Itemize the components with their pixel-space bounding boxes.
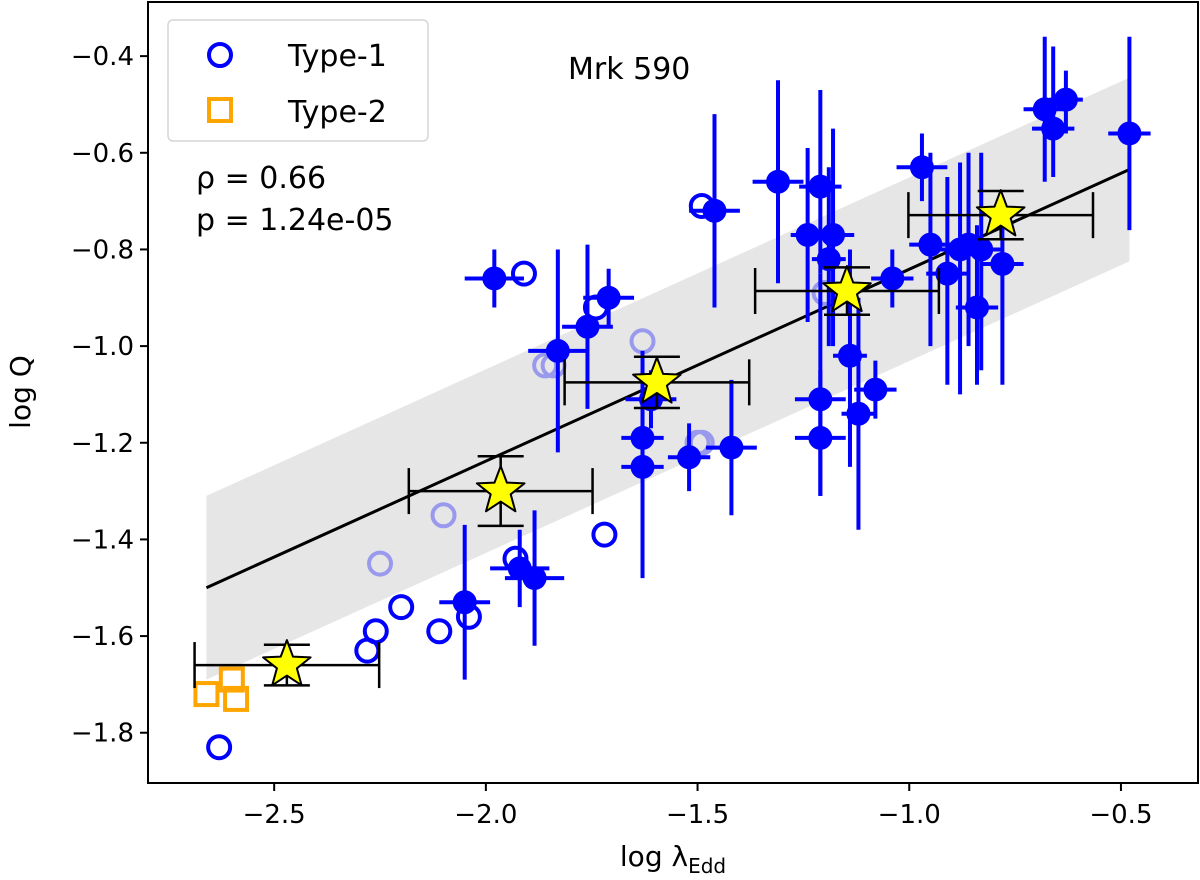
type2-point: [193, 681, 220, 708]
axis-ticks: −2.5 −2.0 −1.5 −1.0 −0.5 −0.4 −0.6 −0.8 −1.0 −1.2…: [71, 42, 1153, 830]
type1-filled-point: [766, 169, 790, 194]
y-tick-label: −1.6: [71, 622, 134, 652]
binned-star-point: [475, 465, 526, 513]
type1-filled-point: [1117, 121, 1142, 146]
type1-filled-point: [816, 247, 841, 272]
type1-filled-point: [990, 251, 1015, 276]
type1-filled-point: [630, 454, 655, 479]
y-axis-label: log Q: [4, 355, 37, 429]
type1-open-point: [510, 260, 537, 287]
y-tick-label: −1.0: [71, 332, 134, 362]
type1-filled-point: [1053, 87, 1078, 112]
x-tick-label: −1.5: [666, 800, 729, 830]
type1-filled-point: [545, 338, 570, 363]
type2-point: [218, 666, 245, 693]
type1-filled-point: [808, 425, 833, 450]
type1-filled-point: [863, 377, 888, 402]
type1-filled-point: [1041, 116, 1066, 141]
binned-star-point: [632, 356, 682, 404]
type1-filled-point: [702, 198, 727, 223]
y-tick-label: −0.8: [71, 235, 134, 265]
stat-p-value: p = 1.24e-05: [196, 203, 394, 238]
type1-filled-point: [909, 155, 934, 180]
y-tick-label: −0.6: [71, 139, 134, 169]
type1-faded-point: [367, 550, 394, 577]
type1-filled-point: [964, 295, 989, 320]
x-axis-label: log λEdd: [620, 840, 726, 878]
legend: Type-1 Type-2: [167, 19, 429, 142]
type1-filled-point: [482, 266, 507, 291]
legend-label-type1: Type-1: [287, 39, 387, 74]
x-tick-label: −1.0: [878, 800, 941, 830]
type1-filled-point: [821, 222, 846, 247]
stat-rho: ρ = 0.66: [196, 161, 326, 196]
x-tick-label: −2.0: [454, 800, 517, 830]
x-tick-label: −2.5: [243, 800, 306, 830]
type1-filled-point: [918, 232, 943, 257]
annotation-object-name: Mrk 590: [568, 52, 690, 87]
type1-filled-point: [1032, 97, 1057, 122]
type1-filled-point: [969, 237, 994, 262]
legend-label-type2: Type-2: [287, 95, 387, 130]
binned-star-point: [822, 265, 872, 313]
type1-filled-point: [880, 266, 905, 291]
plot-area: [193, 36, 1151, 761]
type2-point: [223, 685, 250, 712]
type1-filled-point: [795, 222, 820, 247]
type1-filled-point: [808, 174, 833, 199]
type1-open-point: [362, 618, 389, 645]
binned-star-point: [262, 639, 312, 687]
legend-marker-type1: [207, 42, 233, 68]
type1-filled-point: [677, 445, 702, 470]
type1-filled-point: [846, 401, 871, 426]
axes-frame: [147, 1, 1199, 784]
type1-faded-point: [430, 502, 457, 529]
y-tick-label: −1.4: [71, 525, 134, 555]
type1-open-point: [591, 521, 618, 548]
type1-filled-point: [452, 590, 477, 615]
type1-filled-point: [522, 566, 547, 591]
x-tick-label: −0.5: [1089, 800, 1152, 830]
type1-open-point: [388, 594, 415, 621]
y-tick-label: −0.4: [71, 42, 134, 72]
type1-filled-point: [575, 314, 600, 339]
type1-filled-point: [596, 285, 621, 310]
type1-filled-point: [935, 261, 960, 286]
type1-open-point: [206, 734, 233, 761]
type1-filled-point: [837, 343, 862, 368]
binned-star-point: [975, 189, 1026, 237]
legend-marker-type2: [207, 97, 233, 123]
type1-open-point: [426, 618, 453, 645]
y-tick-label: −1.2: [71, 429, 134, 459]
type1-filled-point: [719, 435, 744, 460]
y-tick-label: −1.8: [71, 719, 134, 749]
